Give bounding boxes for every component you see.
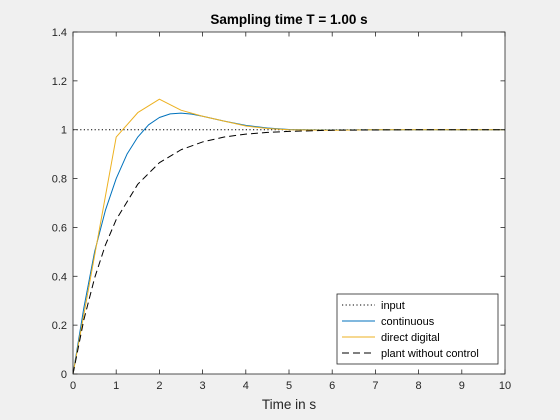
y-tick-label: 0 bbox=[61, 369, 67, 381]
legend: input continuous direct digital plant witho… bbox=[336, 293, 499, 365]
x-tick-label: 1 bbox=[113, 380, 119, 392]
legend-label: input bbox=[381, 300, 405, 312]
x-tick-label: 9 bbox=[459, 380, 465, 392]
x-tick-label: 0 bbox=[70, 380, 76, 392]
x-tick-label: 10 bbox=[499, 380, 511, 392]
x-tick-label: 8 bbox=[416, 380, 422, 392]
tick-layer: 0 1 2 3 4 5 6 7 8 9 10 0 0.2 0.4 0.6 0.8 1 1.2 1.4 bbox=[52, 27, 511, 392]
y-tick-label: 0.6 bbox=[52, 222, 67, 234]
y-tick-label: 1 bbox=[61, 125, 67, 137]
series-layer bbox=[73, 98, 505, 374]
x-tick-label: 6 bbox=[329, 380, 335, 392]
x-tick-label: 5 bbox=[286, 380, 292, 392]
y-tick-label: 1.4 bbox=[52, 27, 67, 39]
y-tick-label: 0.8 bbox=[52, 174, 67, 186]
x-tick-label: 4 bbox=[243, 380, 249, 392]
series-line-direct-digital bbox=[73, 98, 505, 374]
legend-label: continuous bbox=[381, 316, 435, 328]
legend-box bbox=[336, 293, 499, 365]
chart-title: Sampling time T = 1.00 s bbox=[210, 12, 367, 27]
x-tick-label: 7 bbox=[372, 380, 378, 392]
y-tick-label: 0.2 bbox=[52, 320, 67, 332]
x-tick-label: 2 bbox=[156, 380, 162, 392]
y-tick-label: 1.2 bbox=[52, 76, 67, 88]
y-tick-label: 0.4 bbox=[52, 271, 67, 283]
series-line-plant-without-control bbox=[73, 129, 505, 374]
legend-label: direct digital bbox=[381, 332, 440, 344]
x-tick-label: 3 bbox=[200, 380, 206, 392]
legend-label: plant without control bbox=[381, 348, 479, 360]
x-axis-label: Time in s bbox=[262, 397, 317, 412]
